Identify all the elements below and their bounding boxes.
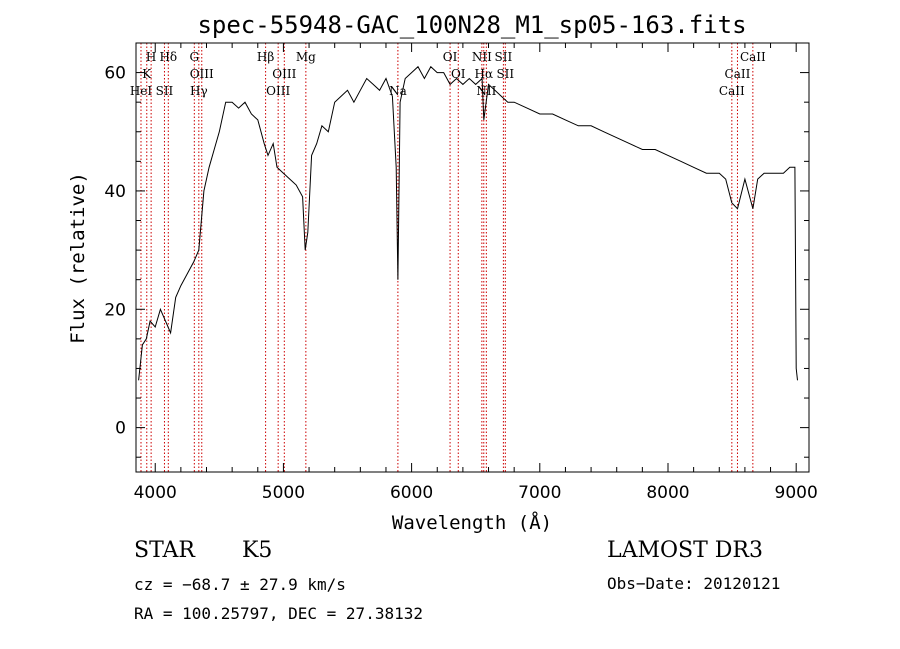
line-label: OIII [266, 84, 290, 98]
x-tick-label: 7000 [518, 483, 561, 503]
spectrum-line [138, 65, 798, 381]
line-label: OI [443, 50, 458, 64]
y-axis-ticks: 0 20 40 60 [104, 42, 809, 458]
chart-title: spec-55948-GAC_100N28_M1_sp05-163.fits [197, 11, 746, 39]
line-label: Hδ [159, 50, 177, 64]
ra-dec-coordinates: RA = 100.25797, DEC = 27.38132 [134, 604, 423, 623]
line-label: OIII [190, 67, 214, 81]
x-tick-label: 6000 [390, 483, 433, 503]
x-tick-label: 5000 [262, 483, 305, 503]
line-label: Hβ [257, 50, 274, 64]
line-label: Na [389, 84, 407, 98]
survey-name: LAMOST DR3 [607, 538, 763, 563]
object-subclass: K5 [242, 538, 273, 563]
x-tick-label: 4000 [134, 483, 177, 503]
line-label: SII [496, 67, 514, 81]
line-label: HeI [130, 84, 153, 98]
line-label: Mg [296, 50, 316, 64]
line-label: Hγ [190, 84, 208, 98]
line-label: K [142, 67, 152, 81]
x-axis-label: Wavelength (Å) [392, 511, 552, 534]
line-label: G [190, 50, 200, 64]
line-label: H [146, 50, 156, 64]
line-label: OI [451, 67, 466, 81]
line-label: NII [476, 84, 496, 98]
x-axis-ticks: 4000 5000 6000 7000 8000 9000 [134, 43, 818, 503]
x-tick-label: 8000 [646, 483, 689, 503]
line-label: CaII [725, 67, 751, 81]
line-label: NII [472, 50, 492, 64]
observation-date: Obs−Date: 20120121 [607, 574, 781, 593]
plot-frame [135, 42, 810, 473]
line-label: Hα [474, 67, 493, 81]
line-label: CaII [719, 84, 745, 98]
x-tick-label: 9000 [775, 483, 818, 503]
emission-line-markers [140, 43, 754, 472]
object-class: STAR [134, 538, 195, 563]
y-tick-label: 20 [104, 300, 126, 320]
y-tick-label: 40 [104, 182, 126, 202]
y-tick-label: 0 [115, 419, 126, 439]
line-label: SII [156, 84, 174, 98]
line-label: OIII [272, 67, 296, 81]
line-label: CaII [740, 50, 766, 64]
line-label: SII [495, 50, 513, 64]
y-tick-label: 60 [104, 64, 126, 84]
redshift-cz: cz = −68.7 ± 27.9 km/s [134, 575, 346, 594]
y-axis-label: Flux (relative) [67, 172, 89, 344]
